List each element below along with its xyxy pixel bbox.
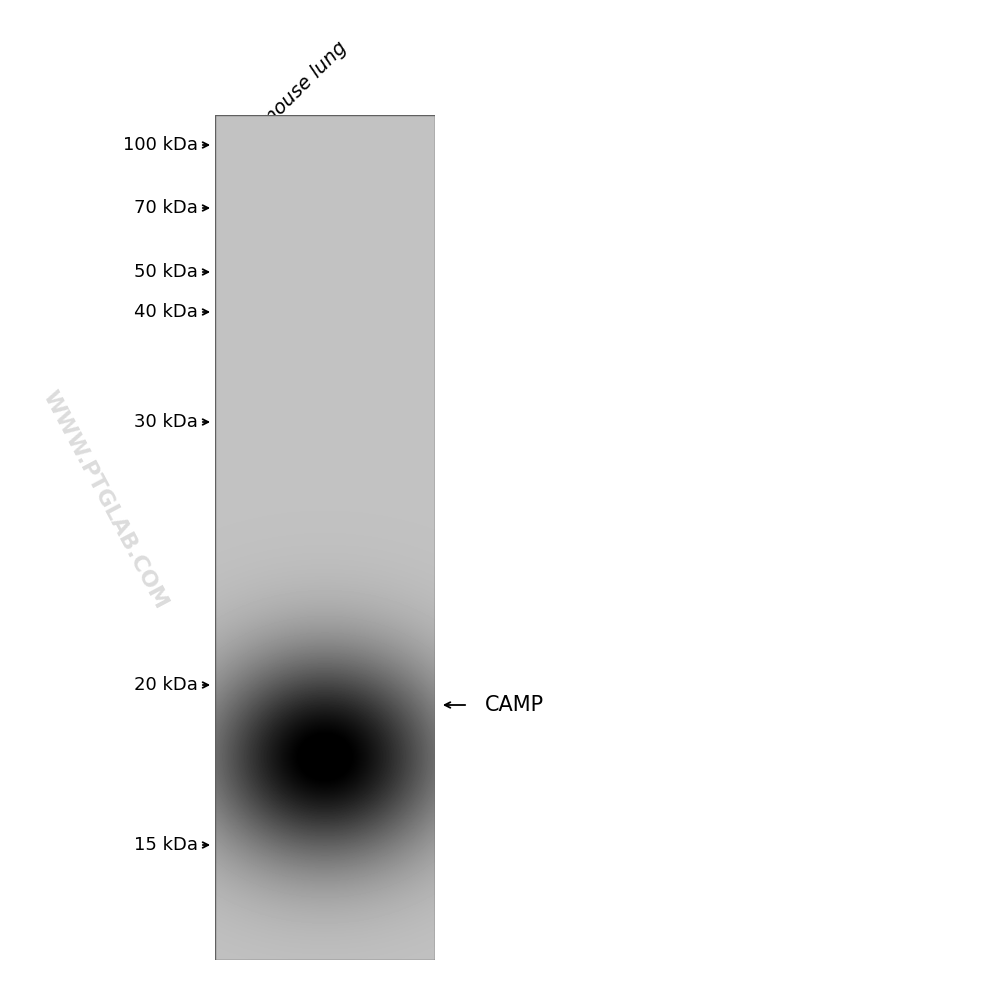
Text: mouse lung: mouse lung (256, 38, 350, 132)
Text: 70 kDa: 70 kDa (134, 199, 198, 217)
Text: 20 kDa: 20 kDa (134, 676, 198, 694)
Text: 40 kDa: 40 kDa (134, 303, 198, 321)
Text: WWW.PTGLAB.COM: WWW.PTGLAB.COM (39, 388, 171, 612)
Text: 30 kDa: 30 kDa (134, 413, 198, 431)
Text: 50 kDa: 50 kDa (134, 263, 198, 281)
Text: 100 kDa: 100 kDa (123, 136, 198, 154)
Text: 15 kDa: 15 kDa (134, 836, 198, 854)
Text: CAMP: CAMP (485, 695, 544, 715)
